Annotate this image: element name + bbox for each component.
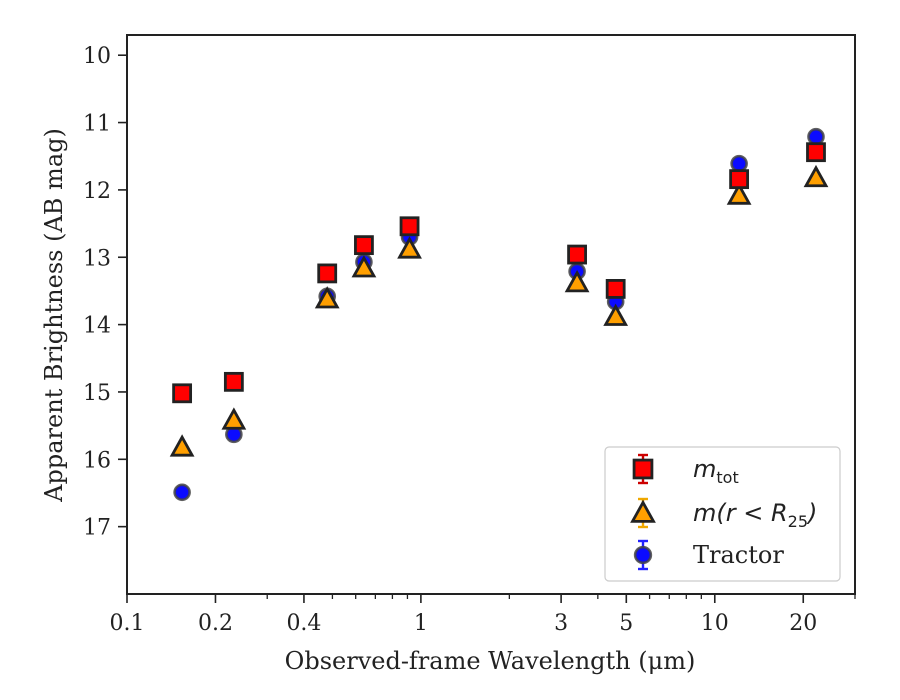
y-tick-label: 17: [83, 516, 111, 541]
legend-marker-circle: [633, 545, 653, 565]
data-point-square: [729, 169, 750, 190]
data-point-square: [317, 263, 338, 284]
data-point-triangle: [564, 269, 590, 293]
y-tick-label: 16: [83, 448, 111, 473]
data-point-triangle: [351, 255, 377, 278]
legend-box: [604, 446, 841, 582]
y-tick-label: 13: [83, 246, 111, 271]
y-tick-label: 15: [83, 381, 111, 406]
y-tick-label: 14: [83, 314, 111, 339]
data-point-triangle: [603, 303, 629, 326]
x-axis-label: Observed-frame Wavelength (μm): [285, 647, 696, 675]
legend-label-tail: ): [806, 499, 817, 527]
y-tick-label: 12: [83, 179, 111, 204]
data-point-square: [567, 244, 587, 265]
data-point-square: [223, 371, 244, 392]
legend: mtot m(r < R25) Tractor: [604, 446, 841, 582]
legend-label: mtot: [693, 455, 739, 487]
legend-label-base: m(r < R: [693, 499, 788, 527]
series-triangle: [169, 164, 829, 457]
legend-marker-square: [632, 458, 654, 480]
data-point-triangle: [397, 236, 422, 259]
y-axis-label: Apparent Brightness (AB mag): [40, 128, 68, 503]
data-point-triangle: [314, 286, 340, 309]
legend-entry-triangle: m(r < R25): [630, 497, 817, 531]
data-point-square: [605, 279, 626, 299]
legend-label: m(r < R25): [693, 499, 817, 531]
plot-area: [169, 127, 829, 502]
data-point-triangle: [221, 407, 247, 430]
x-tick-label: 5: [619, 611, 633, 636]
legend-label-subscript: 25: [788, 512, 808, 531]
data-point-triangle: [803, 164, 829, 188]
legend-label: Tractor: [693, 541, 784, 569]
data-point-square: [354, 235, 374, 256]
y-tick-label: 11: [83, 112, 111, 137]
data-point-triangle: [169, 434, 195, 457]
legend-entry-square: mtot: [632, 453, 739, 487]
data-point-square: [399, 216, 420, 237]
plot-frame: [126, 34, 856, 595]
x-tick-label: 20: [789, 611, 817, 636]
x-tick-label: 0.2: [198, 611, 233, 636]
data-point-circle: [807, 127, 825, 146]
data-point-circle: [173, 483, 191, 502]
data-point-square: [172, 383, 193, 404]
legend-label-subscript: tot: [716, 468, 738, 487]
data-point-circle: [730, 154, 748, 173]
x-tick-label: 3: [554, 611, 568, 636]
data-point-square: [806, 142, 826, 163]
legend-entry-circle: Tractor: [633, 539, 784, 571]
data-point-triangle: [726, 182, 752, 205]
x-tick-label: 0.1: [110, 611, 145, 636]
legend-label-base: m: [693, 455, 716, 483]
series-square: [172, 142, 826, 404]
legend-marker-triangle: [630, 499, 656, 523]
x-tick-label: 1: [414, 611, 428, 636]
y-tick-label: 10: [83, 44, 111, 69]
x-tick-label: 10: [701, 611, 729, 636]
x-tick-label: 0.4: [286, 611, 321, 636]
